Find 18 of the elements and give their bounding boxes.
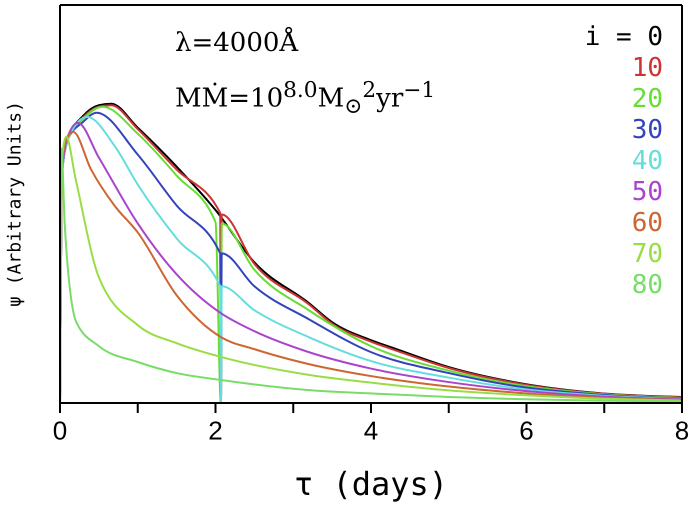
y-axis-title: ψ (Arbitrary Units) bbox=[4, 101, 26, 307]
x-axis-title: τ (days) bbox=[294, 465, 448, 503]
text: 30 bbox=[630, 115, 663, 146]
text: 50 bbox=[630, 177, 663, 208]
text: 60 bbox=[630, 208, 663, 239]
text: i = 0 bbox=[584, 22, 663, 53]
x-tick-label: 4 bbox=[364, 415, 378, 446]
text: 80 bbox=[630, 270, 663, 301]
formula-note: λ=4000Å bbox=[175, 28, 298, 58]
formula-note: MṀ=10$^{8.0}$M$_{⊙}$$^{2}$yr$^{−1}$ bbox=[175, 78, 436, 119]
x-tick-label: 2 bbox=[208, 415, 223, 446]
text: 40 bbox=[630, 146, 663, 177]
x-tick-label: 0 bbox=[52, 415, 68, 446]
x-tick-label: 8 bbox=[674, 415, 689, 446]
text: 70 bbox=[630, 239, 663, 270]
text: 10 bbox=[630, 53, 663, 84]
text: 20 bbox=[630, 84, 663, 115]
x-tick-label: 6 bbox=[519, 415, 534, 446]
